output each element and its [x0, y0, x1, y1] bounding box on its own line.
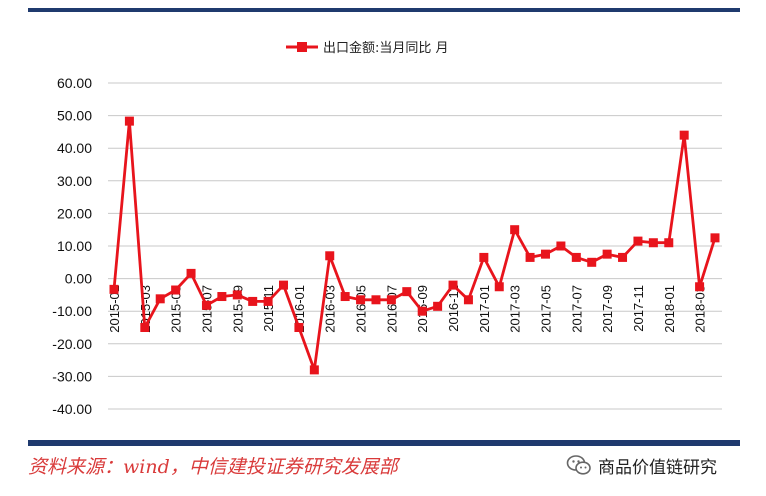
- bottom-rule: [28, 440, 740, 446]
- data-point: [325, 251, 335, 261]
- data-point: [679, 130, 689, 140]
- data-point: [433, 301, 443, 311]
- x-tick-label: 2017-07: [569, 285, 584, 333]
- x-tick-label: 2016-03: [323, 285, 338, 333]
- data-point: [294, 323, 304, 332]
- y-gridlines: [108, 82, 722, 410]
- data-point: [417, 306, 427, 316]
- data-point: [618, 252, 628, 262]
- x-tick-label: 2016-07: [384, 285, 399, 333]
- x-tick-label: 2015-11: [261, 285, 276, 332]
- y-tick-label: 60.00: [57, 75, 92, 91]
- y-tick-label: 0.00: [65, 271, 92, 287]
- data-point: [248, 296, 258, 306]
- legend: 出口金额:当月同比 月: [286, 40, 449, 56]
- data-point: [340, 292, 350, 302]
- wechat-icon: [566, 455, 591, 475]
- y-tick-label: 10.00: [57, 238, 92, 254]
- y-tick-label: 50.00: [57, 108, 92, 124]
- data-point: [494, 282, 504, 292]
- data-point: [556, 241, 566, 251]
- chart: 出口金额:当月同比 月 60.00 50.00 40.00 30.00 20.00 10.…: [52, 40, 722, 417]
- data-point: [510, 225, 520, 235]
- data-point: [232, 290, 242, 300]
- data-point: [124, 116, 134, 126]
- series-line: [112, 119, 717, 372]
- x-tick-label: 2015-05: [169, 285, 184, 333]
- x-tick-label: 2017-09: [600, 285, 615, 333]
- data-point: [571, 252, 581, 262]
- watermark: 商品价值链研究: [566, 452, 717, 478]
- x-tick-label: 2017-11: [631, 285, 646, 332]
- data-point: [664, 238, 674, 248]
- data-point: [602, 249, 612, 259]
- x-tick-label: 2017-03: [508, 285, 523, 333]
- x-tick-label: 2017-01: [477, 285, 492, 333]
- y-tick-label: 30.00: [57, 173, 92, 189]
- legend-square-marker: [297, 42, 307, 52]
- data-point: [463, 295, 473, 305]
- data-point: [356, 295, 366, 305]
- y-tick-label: -20.00: [52, 336, 92, 352]
- y-tick-label: 20.00: [57, 205, 92, 221]
- data-point: [371, 295, 381, 305]
- data-point: [402, 287, 412, 297]
- legend-label: 出口金额:当月同比 月: [323, 40, 449, 56]
- y-tick-labels: 60.00 50.00 40.00 30.00 20.00 10.00 0.00 -10.00…: [52, 75, 92, 417]
- x-tick-label: 2018-01: [662, 285, 677, 333]
- data-point: [587, 257, 597, 267]
- top-rule: [28, 8, 740, 12]
- data-point: [217, 292, 227, 302]
- data-point: [386, 295, 396, 305]
- data-point: [525, 252, 535, 262]
- x-tick-label: 2018-03: [693, 285, 708, 333]
- y-tick-label: -10.00: [52, 303, 92, 319]
- data-points: [109, 116, 720, 375]
- x-tick-label: 2016-05: [354, 285, 369, 333]
- data-point: [633, 236, 643, 246]
- data-point: [279, 280, 289, 290]
- data-point: [448, 280, 458, 290]
- x-tick-label: 2015-01: [107, 285, 122, 333]
- y-tick-label: -30.00: [52, 368, 92, 384]
- x-tick-label: 2016-11: [446, 285, 461, 332]
- data-point: [140, 323, 150, 332]
- data-point: [155, 294, 165, 304]
- data-point: [171, 285, 181, 295]
- watermark-text: 商品价值链研究: [598, 457, 717, 478]
- data-point: [109, 284, 119, 294]
- data-point: [710, 233, 720, 243]
- data-point: [263, 296, 273, 306]
- x-tick-label: 2017-05: [538, 285, 553, 333]
- data-point: [479, 252, 489, 262]
- data-point: [186, 268, 196, 278]
- y-tick-label: 40.00: [57, 140, 92, 156]
- data-point: [309, 365, 319, 375]
- data-point: [695, 282, 705, 292]
- data-point: [540, 249, 550, 259]
- data-point: [648, 238, 658, 248]
- y-tick-label: -40.00: [52, 401, 92, 417]
- data-point: [201, 300, 211, 310]
- source-note: 资料来源：wind，中信建投证券研究发展部: [28, 456, 398, 478]
